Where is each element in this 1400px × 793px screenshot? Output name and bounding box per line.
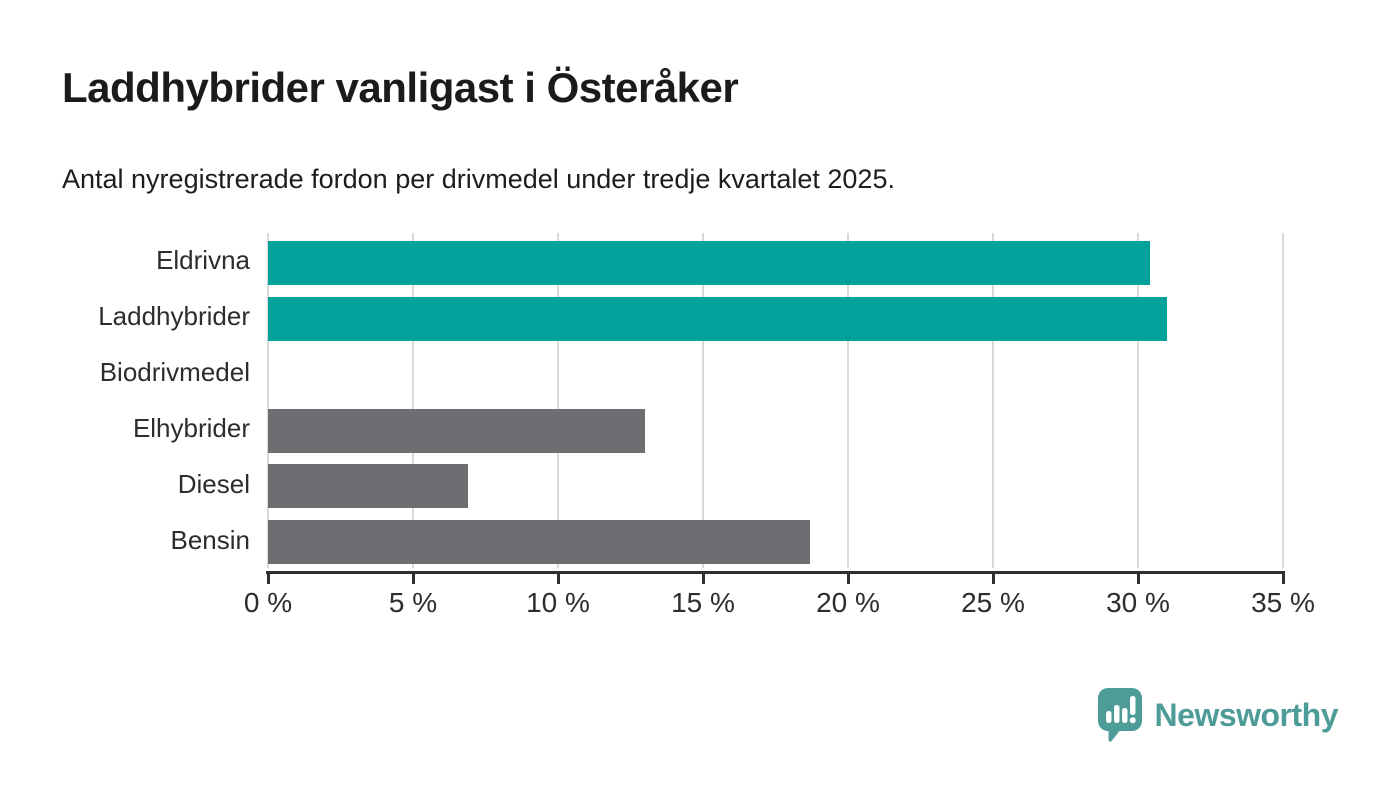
x-tick-15 (701, 574, 705, 584)
category-label-laddhybrider: Laddhybrider (98, 301, 250, 332)
page-subtitle: Antal nyregistrerade fordon per drivmede… (62, 164, 895, 194)
x-tick-20 (846, 574, 850, 584)
gridline-30 (1137, 233, 1139, 568)
x-tick-label-20: 20 % (816, 587, 880, 618)
x-tick-label-25: 25 % (961, 587, 1025, 618)
gridline-0 (267, 233, 269, 568)
gridline-10 (557, 233, 559, 568)
category-label-elhybrider: Elhybrider (132, 412, 250, 443)
x-tick-label-15: 15 % (671, 587, 735, 618)
gridline-5 (412, 233, 414, 568)
plot-area (267, 233, 1284, 568)
x-tick-label-0: 0 % (243, 587, 293, 618)
category-label-biodrivmedel: Biodrivmedel (99, 357, 250, 388)
x-tick-35 (1281, 574, 1285, 584)
gridline-15 (702, 233, 704, 568)
x-axis-line (266, 571, 1285, 574)
x-tick-label-10: 10 % (526, 587, 590, 618)
category-axis: Eldrivna Laddhybrider Biodrivmedel Elhybrid… (0, 233, 250, 568)
x-tick-label-30: 30 % (1106, 587, 1170, 618)
x-tick-5 (411, 574, 415, 584)
category-label-diesel: Diesel (177, 468, 250, 499)
newsworthy-logo-text: Newsworthy (1154, 696, 1339, 733)
gridline-20 (847, 233, 849, 568)
bar-bensin (268, 520, 811, 565)
x-tick-label-5: 5 % (388, 587, 438, 618)
page-title: Laddhybrider vanligast i Österåker (62, 64, 739, 111)
bar-elhybrider (268, 408, 645, 453)
category-label-eldrivna: Eldrivna (156, 245, 250, 276)
x-tick-25 (991, 574, 995, 584)
gridline-25 (992, 233, 994, 568)
bar-diesel (268, 464, 469, 509)
bar-chart-bubble-icon (1097, 688, 1142, 742)
newsworthy-logo[interactable]: Newsworthy (1097, 686, 1339, 744)
bar-laddhybrider (268, 296, 1167, 341)
x-tick-label-35: 35 % (1251, 587, 1315, 618)
x-tick-30 (1136, 574, 1140, 584)
category-label-bensin: Bensin (170, 524, 251, 555)
gridline-35 (1282, 233, 1284, 568)
x-tick-0 (266, 574, 270, 584)
bar-eldrivna (268, 241, 1150, 285)
x-tick-10 (556, 574, 560, 584)
